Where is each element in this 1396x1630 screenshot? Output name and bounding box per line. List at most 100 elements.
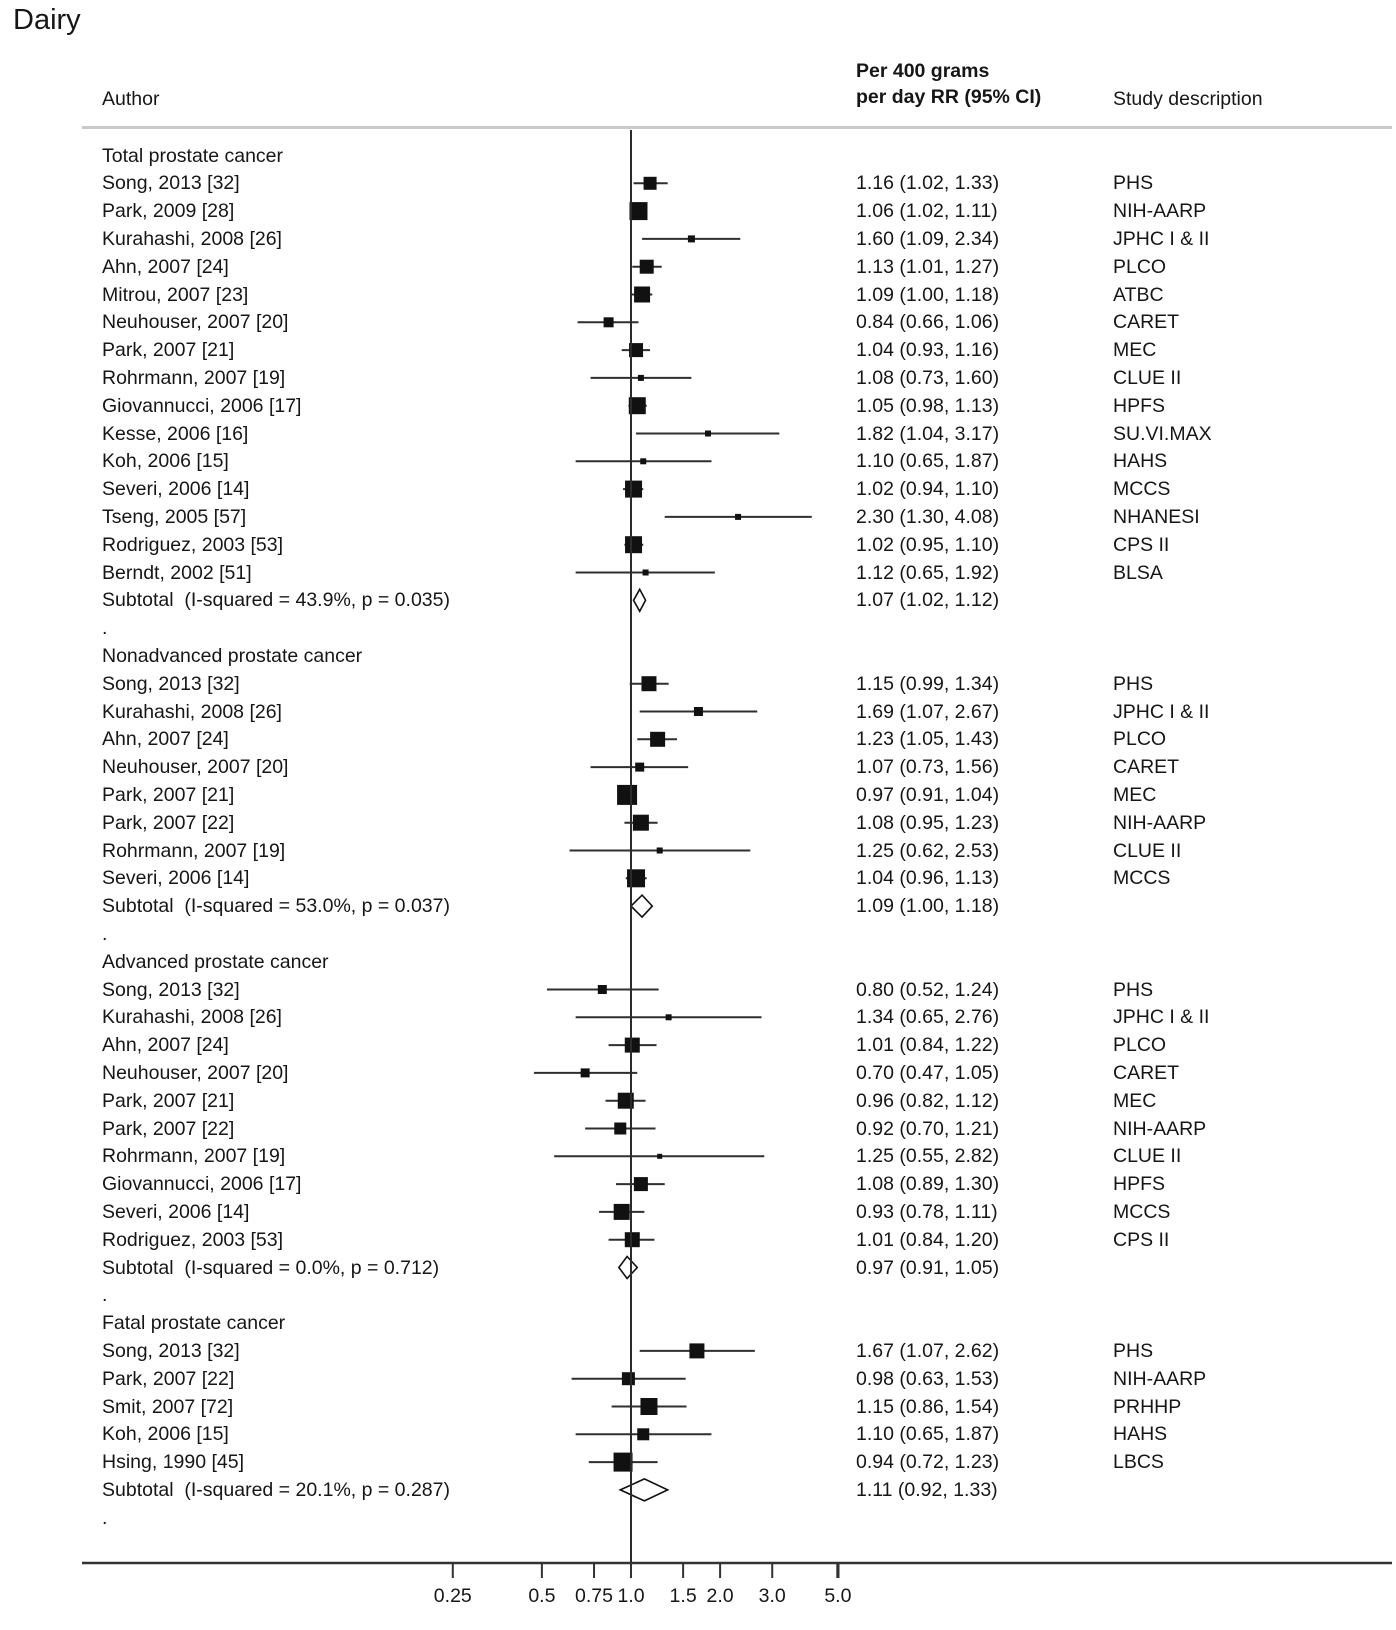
effect-marker — [613, 1452, 633, 1472]
study-description: HAHS — [1113, 1423, 1168, 1446]
study-description: MCCS — [1113, 478, 1171, 501]
author-label: Kurahashi, 2008 [26] — [102, 227, 282, 250]
study-description: NIH-AARP — [1113, 1367, 1207, 1390]
study-description: SU.VI.MAX — [1113, 422, 1212, 445]
rr-value: 1.25 (0.55, 2.82) — [856, 1145, 1000, 1168]
author-label: Rodriguez, 2003 [53] — [102, 1228, 284, 1251]
effect-marker — [656, 847, 663, 854]
author-label: Smit, 2007 [72] — [102, 1395, 234, 1418]
effect-marker — [625, 536, 643, 554]
effect-marker — [614, 1122, 627, 1135]
axis-tick-label: 2.0 — [706, 1585, 734, 1607]
effect-marker — [580, 1068, 590, 1078]
subtotal-diamond — [632, 587, 647, 613]
rr-value: 1.15 (0.99, 1.34) — [856, 672, 1000, 695]
effect-marker — [639, 259, 654, 274]
rr-value: 1.15 (0.86, 1.54) — [856, 1395, 1000, 1418]
rr-value: 1.16 (1.02, 1.33) — [856, 172, 1000, 195]
study-description: LBCS — [1113, 1451, 1164, 1474]
author-label: Ahn, 2007 [24] — [102, 728, 229, 751]
rr-value: 1.25 (0.62, 2.53) — [856, 839, 1000, 862]
axis-tick-label: 0.75 — [575, 1585, 613, 1607]
study-description: CLUE II — [1113, 839, 1182, 862]
author-label: Park, 2007 [21] — [102, 783, 235, 806]
study-description: CARET — [1113, 1061, 1180, 1084]
rr-value: 0.97 (0.91, 1.04) — [856, 783, 1000, 806]
chart-title: Dairy — [13, 4, 81, 36]
subtotal-label: Subtotal (I-squared = 43.9%, p = 0.035) — [102, 589, 450, 612]
rr-value: 0.84 (0.66, 1.06) — [856, 311, 1000, 334]
effect-marker — [687, 235, 695, 243]
axis-tick-label: 0.25 — [433, 1585, 472, 1607]
effect-marker — [689, 1343, 705, 1359]
section-separator-dot: . — [102, 1506, 108, 1529]
rr-value: 1.10 (0.65, 1.87) — [856, 450, 1000, 473]
rr-value: 1.02 (0.94, 1.10) — [856, 478, 1000, 501]
study-description: PRHHP — [1113, 1395, 1182, 1418]
section-header: Total prostate cancer — [102, 144, 284, 167]
study-description: HPFS — [1113, 394, 1166, 417]
effect-marker — [637, 374, 644, 381]
rr-value: 1.01 (0.84, 1.22) — [856, 1034, 1000, 1057]
effect-marker — [627, 869, 646, 888]
rr-value: 0.93 (0.78, 1.11) — [856, 1200, 998, 1223]
study-description: PLCO — [1113, 255, 1167, 278]
effect-marker — [650, 731, 666, 747]
effect-marker — [643, 176, 657, 190]
subtotal-diamond — [618, 1478, 670, 1502]
effect-marker — [629, 343, 644, 358]
rr-value: 0.96 (0.82, 1.12) — [856, 1089, 1000, 1112]
author-label: Neuhouser, 2007 [20] — [102, 311, 289, 334]
section-separator-dot: . — [102, 617, 108, 640]
rr-value: 0.92 (0.70, 1.21) — [856, 1117, 1000, 1140]
subtotal-rr-value: 0.97 (0.91, 1.05) — [856, 1256, 1000, 1279]
subtotal-label: Subtotal (I-squared = 20.1%, p = 0.287) — [102, 1478, 450, 1501]
author-label: Song, 2013 [32] — [102, 978, 240, 1001]
study-description: CARET — [1113, 756, 1180, 779]
section-header: Fatal prostate cancer — [102, 1312, 286, 1335]
subtotal-rr-value: 1.07 (1.02, 1.12) — [856, 589, 1000, 612]
column-header-effect-line1: Per 400 grams — [856, 60, 990, 82]
effect-marker — [617, 1092, 634, 1109]
author-label: Ahn, 2007 [24] — [102, 255, 229, 278]
study-description: NIH-AARP — [1113, 200, 1207, 223]
subtotal-rr-value: 1.09 (1.00, 1.18) — [856, 895, 1000, 918]
study-description: JPHC I & II — [1113, 1006, 1210, 1029]
rr-value: 1.08 (0.89, 1.30) — [856, 1173, 1000, 1196]
rr-value: 2.30 (1.30, 4.08) — [856, 505, 1000, 528]
effect-marker — [603, 317, 614, 328]
author-label: Park, 2007 [21] — [102, 339, 235, 362]
effect-marker — [657, 1153, 663, 1159]
author-label: Giovannucci, 2006 [17] — [102, 394, 302, 417]
study-description: PLCO — [1113, 728, 1167, 751]
effect-marker — [634, 286, 651, 303]
author-label: Kesse, 2006 [16] — [102, 422, 249, 445]
author-label: Hsing, 1990 [45] — [102, 1451, 245, 1474]
study-description: MEC — [1113, 339, 1157, 362]
study-description: CLUE II — [1113, 366, 1182, 389]
column-header-effect-line2: per day RR (95% CI) — [856, 86, 1042, 108]
study-description: ATBC — [1113, 283, 1164, 306]
subtotal-rr-value: 1.11 (0.92, 1.33) — [856, 1478, 998, 1501]
author-label: Park, 2007 [21] — [102, 1089, 235, 1112]
effect-marker — [597, 985, 607, 994]
section-header: Nonadvanced prostate cancer — [102, 644, 363, 667]
effect-marker — [617, 784, 638, 805]
rr-value: 0.94 (0.72, 1.23) — [856, 1451, 1000, 1474]
author-label: Neuhouser, 2007 [20] — [102, 1061, 289, 1084]
study-description: HAHS — [1113, 450, 1168, 473]
author-label: Tseng, 2005 [57] — [102, 505, 247, 528]
rr-value: 1.13 (1.01, 1.27) — [856, 255, 1000, 278]
effect-marker — [693, 707, 703, 716]
study-description: MEC — [1113, 1089, 1157, 1112]
rr-value: 1.67 (1.07, 2.62) — [856, 1339, 1000, 1362]
rr-value: 0.98 (0.63, 1.53) — [856, 1367, 1000, 1390]
axis-tick-label: 1.5 — [669, 1585, 697, 1607]
author-label: Ahn, 2007 [24] — [102, 1034, 229, 1057]
effect-marker — [624, 1232, 640, 1248]
author-label: Severi, 2006 [14] — [102, 867, 250, 890]
effect-marker — [665, 1014, 672, 1021]
effect-marker — [625, 480, 643, 498]
author-label: Rohrmann, 2007 [19] — [102, 366, 286, 389]
